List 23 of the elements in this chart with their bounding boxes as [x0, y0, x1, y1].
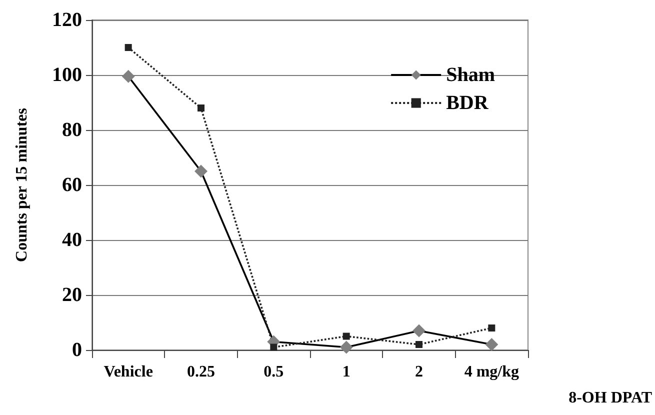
- y-axis-title: Counts per 15 minutes: [14, 108, 30, 262]
- point: [270, 344, 278, 351]
- y-tick-label: 100: [52, 64, 82, 86]
- point: [342, 332, 350, 340]
- point: [124, 44, 132, 51]
- legend-label: Sham: [446, 64, 496, 86]
- x-tick-label: Vehicle: [104, 364, 153, 380]
- x-tick-label: 4 mg/kg: [464, 364, 520, 380]
- x-tick-label: 2: [415, 364, 423, 380]
- y-tick-label: 120: [52, 9, 82, 31]
- point: [416, 341, 422, 348]
- point: [488, 324, 496, 332]
- legend-label: BDR: [446, 92, 489, 114]
- x-axis-title: 8-OH DPAT: [568, 390, 652, 406]
- x-tick-label: 0.25: [187, 364, 215, 380]
- point: [198, 104, 204, 112]
- y-tick-label: 80: [62, 119, 82, 141]
- y-tick-label: 20: [62, 284, 82, 306]
- y-tick-label: 40: [62, 229, 82, 251]
- y-tick-label: 60: [62, 174, 82, 196]
- x-tick-label: 0.5: [264, 364, 284, 380]
- x-tick-label: 1: [342, 364, 350, 380]
- y-tick-label: 0: [72, 339, 82, 361]
